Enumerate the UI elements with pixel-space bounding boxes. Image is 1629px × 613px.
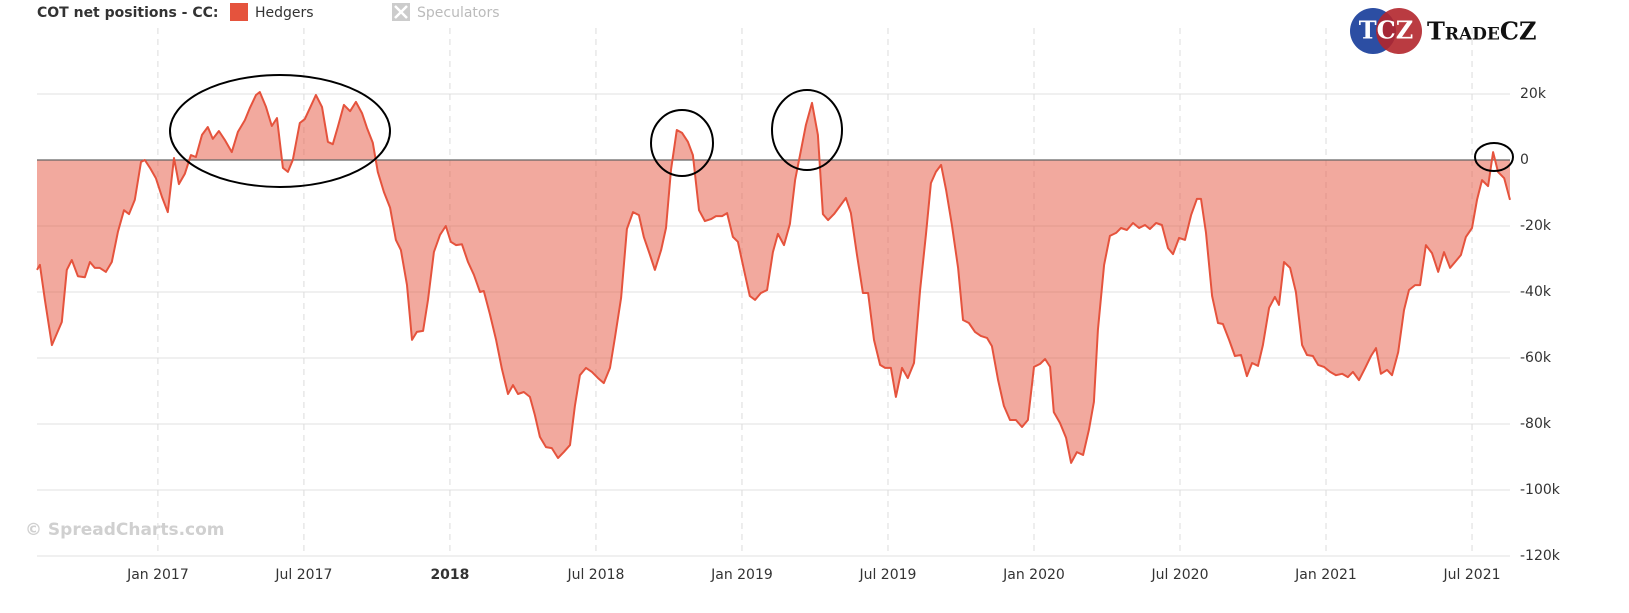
annotations — [169, 74, 1514, 188]
y-tick-label: -100k — [1520, 482, 1561, 498]
annotation-ellipse — [1474, 142, 1514, 172]
x-tick-label: Jul 2020 — [1151, 567, 1209, 583]
y-tick-label: -120k — [1520, 548, 1561, 564]
annotation-ellipse — [650, 109, 714, 177]
watermark: © SpreadCharts.com — [25, 520, 225, 540]
legend-label: Hedgers — [255, 5, 314, 21]
plot-area: -120k -100k -80k -60k -40k -20k 0 20k Jan 2017 Ju… — [36, 28, 1561, 583]
y-tick-label: 20k — [1520, 86, 1547, 102]
logo-circle — [1376, 8, 1422, 54]
logo: TCZ TradeCZ — [1350, 8, 1537, 54]
x-tick-label: Jul 2017 — [274, 567, 332, 583]
x-tick-label: Jul 2021 — [1443, 567, 1501, 583]
x-tick-label: Jan 2017 — [126, 567, 189, 583]
annotation-ellipse — [771, 89, 843, 171]
y-tick-label: -20k — [1520, 218, 1552, 234]
y-tick-label: -60k — [1520, 350, 1552, 366]
y-tick-label: -40k — [1520, 284, 1552, 300]
annotation-ellipse — [169, 74, 391, 188]
logo-mark: TCZ — [1359, 16, 1413, 45]
area-fill — [37, 92, 1510, 463]
legend-label: Speculators — [417, 5, 500, 21]
x-tick-label: Jan 2021 — [1294, 567, 1357, 583]
chart-title: COT net positions - CC: — [37, 5, 219, 21]
y-tick-label: 0 — [1520, 152, 1529, 168]
legend-swatch-cross — [394, 5, 408, 19]
logo-text: TradeCZ — [1427, 17, 1537, 46]
area-line — [36, 91, 1511, 464]
x-tick-label: 2018 — [430, 567, 469, 583]
y-tick-label: -80k — [1520, 416, 1552, 432]
legend-swatch — [230, 3, 248, 21]
x-tick-label: Jan 2020 — [1002, 567, 1065, 583]
x-tick-label: Jul 2019 — [858, 567, 916, 583]
x-tick-label: Jan 2019 — [710, 567, 773, 583]
x-tick-label: Jul 2018 — [566, 567, 624, 583]
